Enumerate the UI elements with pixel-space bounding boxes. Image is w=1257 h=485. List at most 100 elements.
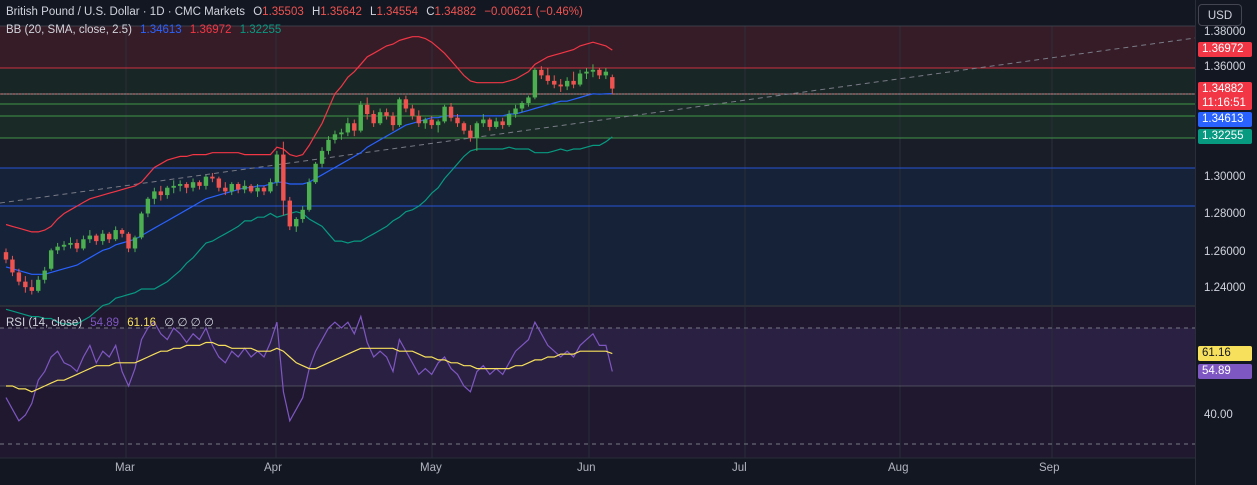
candle-body: [139, 213, 144, 238]
candle-body: [158, 191, 163, 196]
time-label-aug: Aug: [888, 462, 909, 474]
candle-body: [152, 191, 157, 199]
bb-basis-value: 1.34613: [140, 24, 182, 36]
bb-label: BB (20, SMA, close, 2.5): [6, 24, 132, 36]
candle-body: [345, 123, 351, 133]
close-label: C: [426, 6, 435, 18]
candle-body: [416, 115, 421, 124]
candle-body: [481, 119, 486, 124]
candle-body: [448, 106, 454, 118]
candle-body: [132, 237, 138, 249]
candle-body: [377, 112, 383, 124]
candle-body: [326, 139, 331, 151]
price-tick-1280: 1.28000: [1204, 208, 1246, 220]
candle-body: [16, 272, 22, 282]
candle-body: [506, 114, 512, 126]
bb-legend: BB (20, SMA, close, 2.5) 1.34613 1.36972…: [6, 23, 286, 37]
candle-body: [371, 114, 376, 124]
time-label-jun: Jun: [577, 462, 596, 474]
rsi-tick-40: 40.00: [1204, 409, 1233, 421]
candle-body: [210, 176, 215, 179]
time-label-jul: Jul: [732, 462, 747, 474]
open-label: O: [253, 6, 263, 18]
candle-body: [81, 239, 86, 249]
bb-upper-badge: 1.36972: [1198, 42, 1252, 57]
last-price-badge: 1.34882 11:16:51: [1198, 82, 1252, 110]
ohlc-high: H1.35642: [312, 6, 362, 18]
candle-body: [107, 233, 112, 240]
candle-body: [61, 244, 67, 247]
candle-body: [390, 115, 396, 126]
candle-body: [3, 252, 9, 260]
rsi-pane-bg: [0, 306, 1195, 458]
candle-body: [165, 187, 170, 196]
candle-body: [197, 182, 202, 186]
candle-body: [435, 121, 441, 126]
rsi-value: 54.89: [90, 317, 120, 329]
candle-body: [287, 200, 292, 227]
candle-body: [487, 119, 492, 127]
candle-body: [184, 184, 189, 188]
symbol-legend: British Pound / U.S. Dollar · 1D · CMC M…: [6, 5, 588, 19]
rsi-ma-line: [6, 341, 613, 393]
rsi-ma-value: 61.16: [127, 317, 157, 329]
candle-body: [87, 235, 93, 240]
candle-body: [294, 219, 299, 227]
candle-body: [410, 108, 415, 116]
candle-body: [190, 182, 196, 188]
candle-body: [119, 230, 125, 234]
chart-area[interactable]: British Pound / U.S. Dollar · 1D · CMC M…: [0, 0, 1195, 485]
candle-body: [532, 69, 538, 98]
open-value: 1.35503: [262, 6, 304, 18]
bb-upper-line: [5, 36, 613, 233]
candle-body: [603, 71, 609, 76]
price-tick-1380: 1.38000: [1204, 26, 1246, 38]
candle-body: [236, 184, 241, 190]
candle-body: [584, 71, 589, 74]
time-label-sep: Sep: [1039, 462, 1060, 474]
zone-bg-3: [0, 138, 1195, 168]
candle-body: [55, 246, 60, 251]
candle-body: [468, 130, 473, 138]
low-label: L: [370, 6, 377, 18]
time-label-mar: Mar: [115, 462, 135, 474]
candle-body: [203, 176, 209, 186]
price-tick-1300: 1.30000: [1204, 171, 1246, 183]
candle-body: [113, 230, 118, 240]
candle-body: [216, 178, 222, 188]
price-chart-svg[interactable]: [0, 0, 1195, 485]
candle-body: [571, 80, 576, 85]
candle-body: [339, 132, 344, 135]
candle-body: [145, 198, 151, 214]
high-label: H: [311, 6, 321, 18]
candle-body: [597, 69, 602, 76]
candle-body: [519, 102, 525, 109]
candle-body: [558, 84, 563, 87]
rsi-extras: ∅ ∅ ∅ ∅: [164, 317, 214, 329]
candle-body: [423, 119, 428, 124]
candle-body: [358, 104, 363, 131]
candle-body: [513, 108, 518, 115]
candle-body: [610, 77, 615, 89]
candle-body: [306, 182, 312, 210]
candle-body: [319, 150, 325, 164]
ohlc-low: L1.34554: [370, 6, 418, 18]
rsi-badge: 54.89: [1198, 364, 1252, 379]
upper-zone-bg: [0, 26, 1195, 68]
candle-body: [526, 97, 531, 103]
price-tick-1360: 1.36000: [1204, 61, 1246, 73]
candle-body: [94, 235, 99, 242]
last-price-value: 1.34882: [1202, 83, 1244, 95]
bb-basis-badge: 1.34613: [1198, 112, 1252, 127]
candle-body: [539, 69, 544, 76]
close-value: 1.34882: [434, 6, 477, 18]
candle-body: [300, 209, 305, 220]
symbol-title: British Pound / U.S. Dollar · 1D · CMC M…: [6, 6, 246, 18]
candle-body: [274, 154, 280, 183]
candle-body: [42, 270, 47, 280]
candle-body: [281, 154, 286, 201]
currency-button[interactable]: USD: [1198, 4, 1242, 26]
bb-lower-badge: 1.32255: [1198, 129, 1252, 144]
candle-body: [23, 281, 28, 288]
price-axis[interactable]: 1.38000 1.36000 1.30000 1.28000 1.26000 …: [1195, 0, 1257, 485]
